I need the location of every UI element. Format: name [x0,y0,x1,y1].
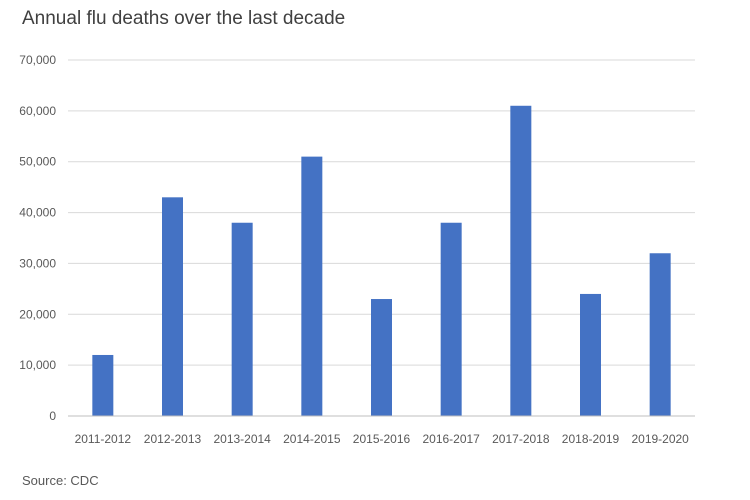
x-tick-label: 2013-2014 [213,432,271,446]
y-tick-label: 0 [49,409,56,423]
y-tick-label: 50,000 [19,155,56,169]
source-note: Source: CDC [22,473,99,488]
y-axis-tick-labels: 0 10,000 20,000 30,000 40,000 50,000 60,000 70,… [19,53,56,423]
x-tick-label: 2014-2015 [283,432,341,446]
x-tick-label: 2019-2020 [631,432,689,446]
y-tick-label: 10,000 [19,358,56,372]
bar-2017-2018 [510,105,532,417]
x-tick-label: 2017-2018 [492,432,550,446]
bar-2011-2012 [92,354,114,416]
bar-2014-2015 [301,156,323,416]
y-tick-label: 30,000 [19,256,56,270]
x-tick-label: 2018-2019 [562,432,620,446]
bars [92,105,671,417]
bar-2015-2016 [371,299,392,416]
y-tick-label: 20,000 [19,307,56,321]
bar-2018-2019 [580,293,601,416]
bar-2013-2014 [231,222,253,416]
y-tick-label: 70,000 [19,53,56,67]
x-tick-label: 2011-2012 [75,432,132,446]
bar-2012-2013 [162,197,183,416]
y-tick-label: 40,000 [19,206,56,220]
y-tick-label: 60,000 [19,104,56,118]
chart-title: Annual flu deaths over the last decade [22,8,346,29]
x-axis-tick-labels: 2011-2012 2012-2013 2013-2014 2014-2015 2015… [75,432,690,446]
bar-2019-2020 [649,253,671,416]
x-tick-label: 2016-2017 [422,432,480,446]
x-tick-label: 2012-2013 [144,432,202,446]
bar-2016-2017 [440,222,462,416]
x-tick-label: 2015-2016 [353,432,411,446]
